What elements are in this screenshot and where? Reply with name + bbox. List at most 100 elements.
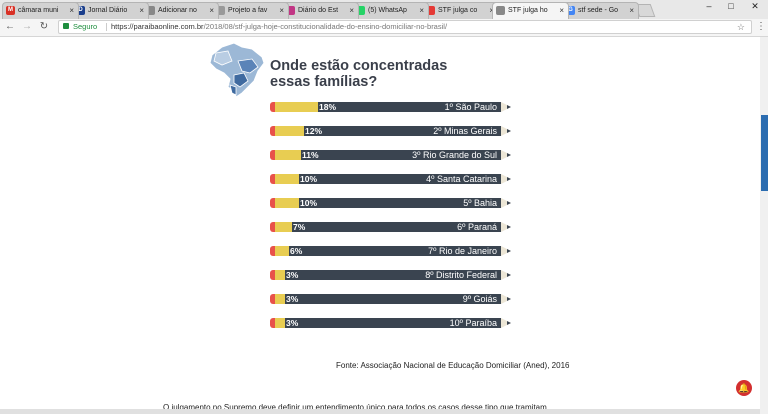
pencil-tip [501, 318, 511, 328]
close-window-icon[interactable]: ✕ [751, 1, 759, 11]
tab-close-icon[interactable]: × [349, 6, 354, 15]
percentage-fill [275, 270, 285, 280]
state-label: 10º Paraíba [449, 318, 497, 328]
state-label: 9º Goiás [462, 294, 497, 304]
pencil-lead [507, 129, 511, 133]
percentage-label: 6% [290, 246, 303, 256]
pencil-lead [507, 105, 511, 109]
pencil-bar: 11% 3º Rio Grande do Sul [275, 150, 501, 160]
browser-tab[interactable]: Projeto a fav × [212, 2, 289, 19]
pencil-tip [501, 102, 511, 112]
state-label: 5º Bahia [463, 198, 497, 208]
percentage-fill [275, 150, 301, 160]
percentage-label: 10% [300, 198, 318, 208]
tab-title: STF julga ho [508, 7, 548, 14]
pencil-eraser [270, 150, 276, 160]
pencil-bar: 10% 4º Santa Catarina [275, 174, 501, 184]
tab-favicon-icon: M [6, 6, 15, 15]
minimize-icon[interactable]: – [706, 1, 712, 11]
pencil-bar: 3% 10º Paraíba [275, 318, 501, 328]
pencil-eraser [270, 126, 276, 136]
bookmark-star-icon[interactable]: ☆ [736, 22, 745, 32]
pencil-lead [507, 225, 511, 229]
source-caption: Fonte: Associação Nacional de Educação D… [336, 361, 570, 370]
url-host: https://paraibaonline.com.br [111, 22, 204, 31]
browser-menu-icon[interactable]: ⋮ [756, 21, 766, 32]
tab-close-icon[interactable]: × [629, 6, 634, 15]
pencil-eraser [270, 174, 276, 184]
tab-favicon-icon [286, 6, 295, 15]
pencil-eraser [270, 318, 276, 328]
percentage-label: 3% [286, 270, 299, 280]
address-bar[interactable]: Seguro https://paraibaonline.com.br/2018… [58, 20, 752, 34]
browser-tab[interactable]: D Jornal Diário × [72, 2, 149, 19]
state-label: 7º Rio de Janeiro [428, 246, 497, 256]
percentage-label: 7% [293, 222, 306, 232]
browser-toolbar: ← → ↻ Seguro https://paraibaonline.com.b… [0, 19, 768, 37]
pencil-tip [501, 126, 511, 136]
heading-line-1: Onde estão concentradas [270, 58, 448, 74]
percentage-fill [275, 198, 299, 208]
ranking-row: 10% 4º Santa Catarina [270, 172, 511, 186]
maximize-icon[interactable]: □ [728, 1, 734, 11]
pencil-bar: 3% 9º Goiás [275, 294, 501, 304]
ranking-row: 18% 1º São Paulo [270, 100, 511, 114]
secure-label: Seguro [73, 22, 98, 31]
page-scrollbar[interactable] [760, 37, 768, 414]
reload-icon[interactable]: ↻ [39, 21, 49, 32]
percentage-label: 12% [305, 126, 323, 136]
tab-close-icon[interactable]: × [559, 6, 564, 15]
tab-favicon-icon: G [566, 6, 575, 15]
browser-tab[interactable]: Adicionar no × [142, 2, 219, 19]
pencil-lead [507, 321, 511, 325]
pencil-bar: 7% 6º Paraná [275, 222, 501, 232]
percentage-label: 3% [286, 294, 299, 304]
percentage-label: 10% [300, 174, 318, 184]
state-label: 8º Distrito Federal [425, 270, 497, 280]
forward-icon[interactable]: → [22, 21, 32, 32]
pencil-tip [501, 198, 511, 208]
tab-title: Diário do Est [298, 7, 339, 14]
tab-close-icon[interactable]: × [139, 6, 144, 15]
pencil-tip [501, 294, 511, 304]
back-icon[interactable]: ← [5, 21, 15, 32]
tab-favicon-icon [426, 6, 435, 15]
browser-tab[interactable]: (5) WhatsAp × [352, 2, 429, 19]
percentage-fill [275, 126, 304, 136]
percentage-label: 3% [286, 318, 299, 328]
tab-title: STF julga co [438, 7, 478, 14]
article-text: O julgamento no Supremo deve definir um … [163, 403, 547, 412]
pencil-lead [507, 201, 511, 205]
tab-close-icon[interactable]: × [489, 3, 494, 18]
pencil-lead [507, 249, 511, 253]
tab-close-icon[interactable]: × [279, 6, 284, 15]
url-path: /2018/08/stf-julga-hoje-constitucionalid… [203, 22, 448, 31]
pencil-bar: 10% 5º Bahia [275, 198, 501, 208]
pencil-tip [501, 222, 511, 232]
pencil-tip [501, 150, 511, 160]
url-divider [106, 23, 107, 31]
pencil-eraser [270, 198, 276, 208]
tab-favicon-icon: D [76, 6, 85, 15]
pencil-lead [507, 273, 511, 277]
infographic-heading: Onde estão concentradas essas famílias? [270, 58, 447, 90]
notification-bell-icon[interactable]: 🔔 [736, 380, 752, 396]
state-label: 4º Santa Catarina [426, 174, 497, 184]
state-label: 3º Rio Grande do Sul [412, 150, 497, 160]
tab-close-icon[interactable]: × [419, 6, 424, 15]
tab-title: Adicionar no [158, 7, 197, 14]
scrollbar-thumb[interactable] [761, 115, 768, 191]
percentage-fill [275, 222, 292, 232]
browser-tab[interactable]: Diário do Est × [282, 2, 359, 19]
heading-line-2: essas famílias? [270, 74, 378, 90]
percentage-label: 18% [319, 102, 337, 112]
tab-close-icon[interactable]: × [69, 6, 74, 15]
state-label: 2º Minas Gerais [433, 126, 497, 136]
browser-tab[interactable]: STF julga ho × [492, 2, 569, 19]
ranking-row: 6% 7º Rio de Janeiro [270, 244, 511, 258]
browser-tab[interactable]: STF julga co × [422, 2, 499, 19]
tab-close-icon[interactable]: × [209, 6, 214, 15]
pencil-bar: 6% 7º Rio de Janeiro [275, 246, 501, 256]
